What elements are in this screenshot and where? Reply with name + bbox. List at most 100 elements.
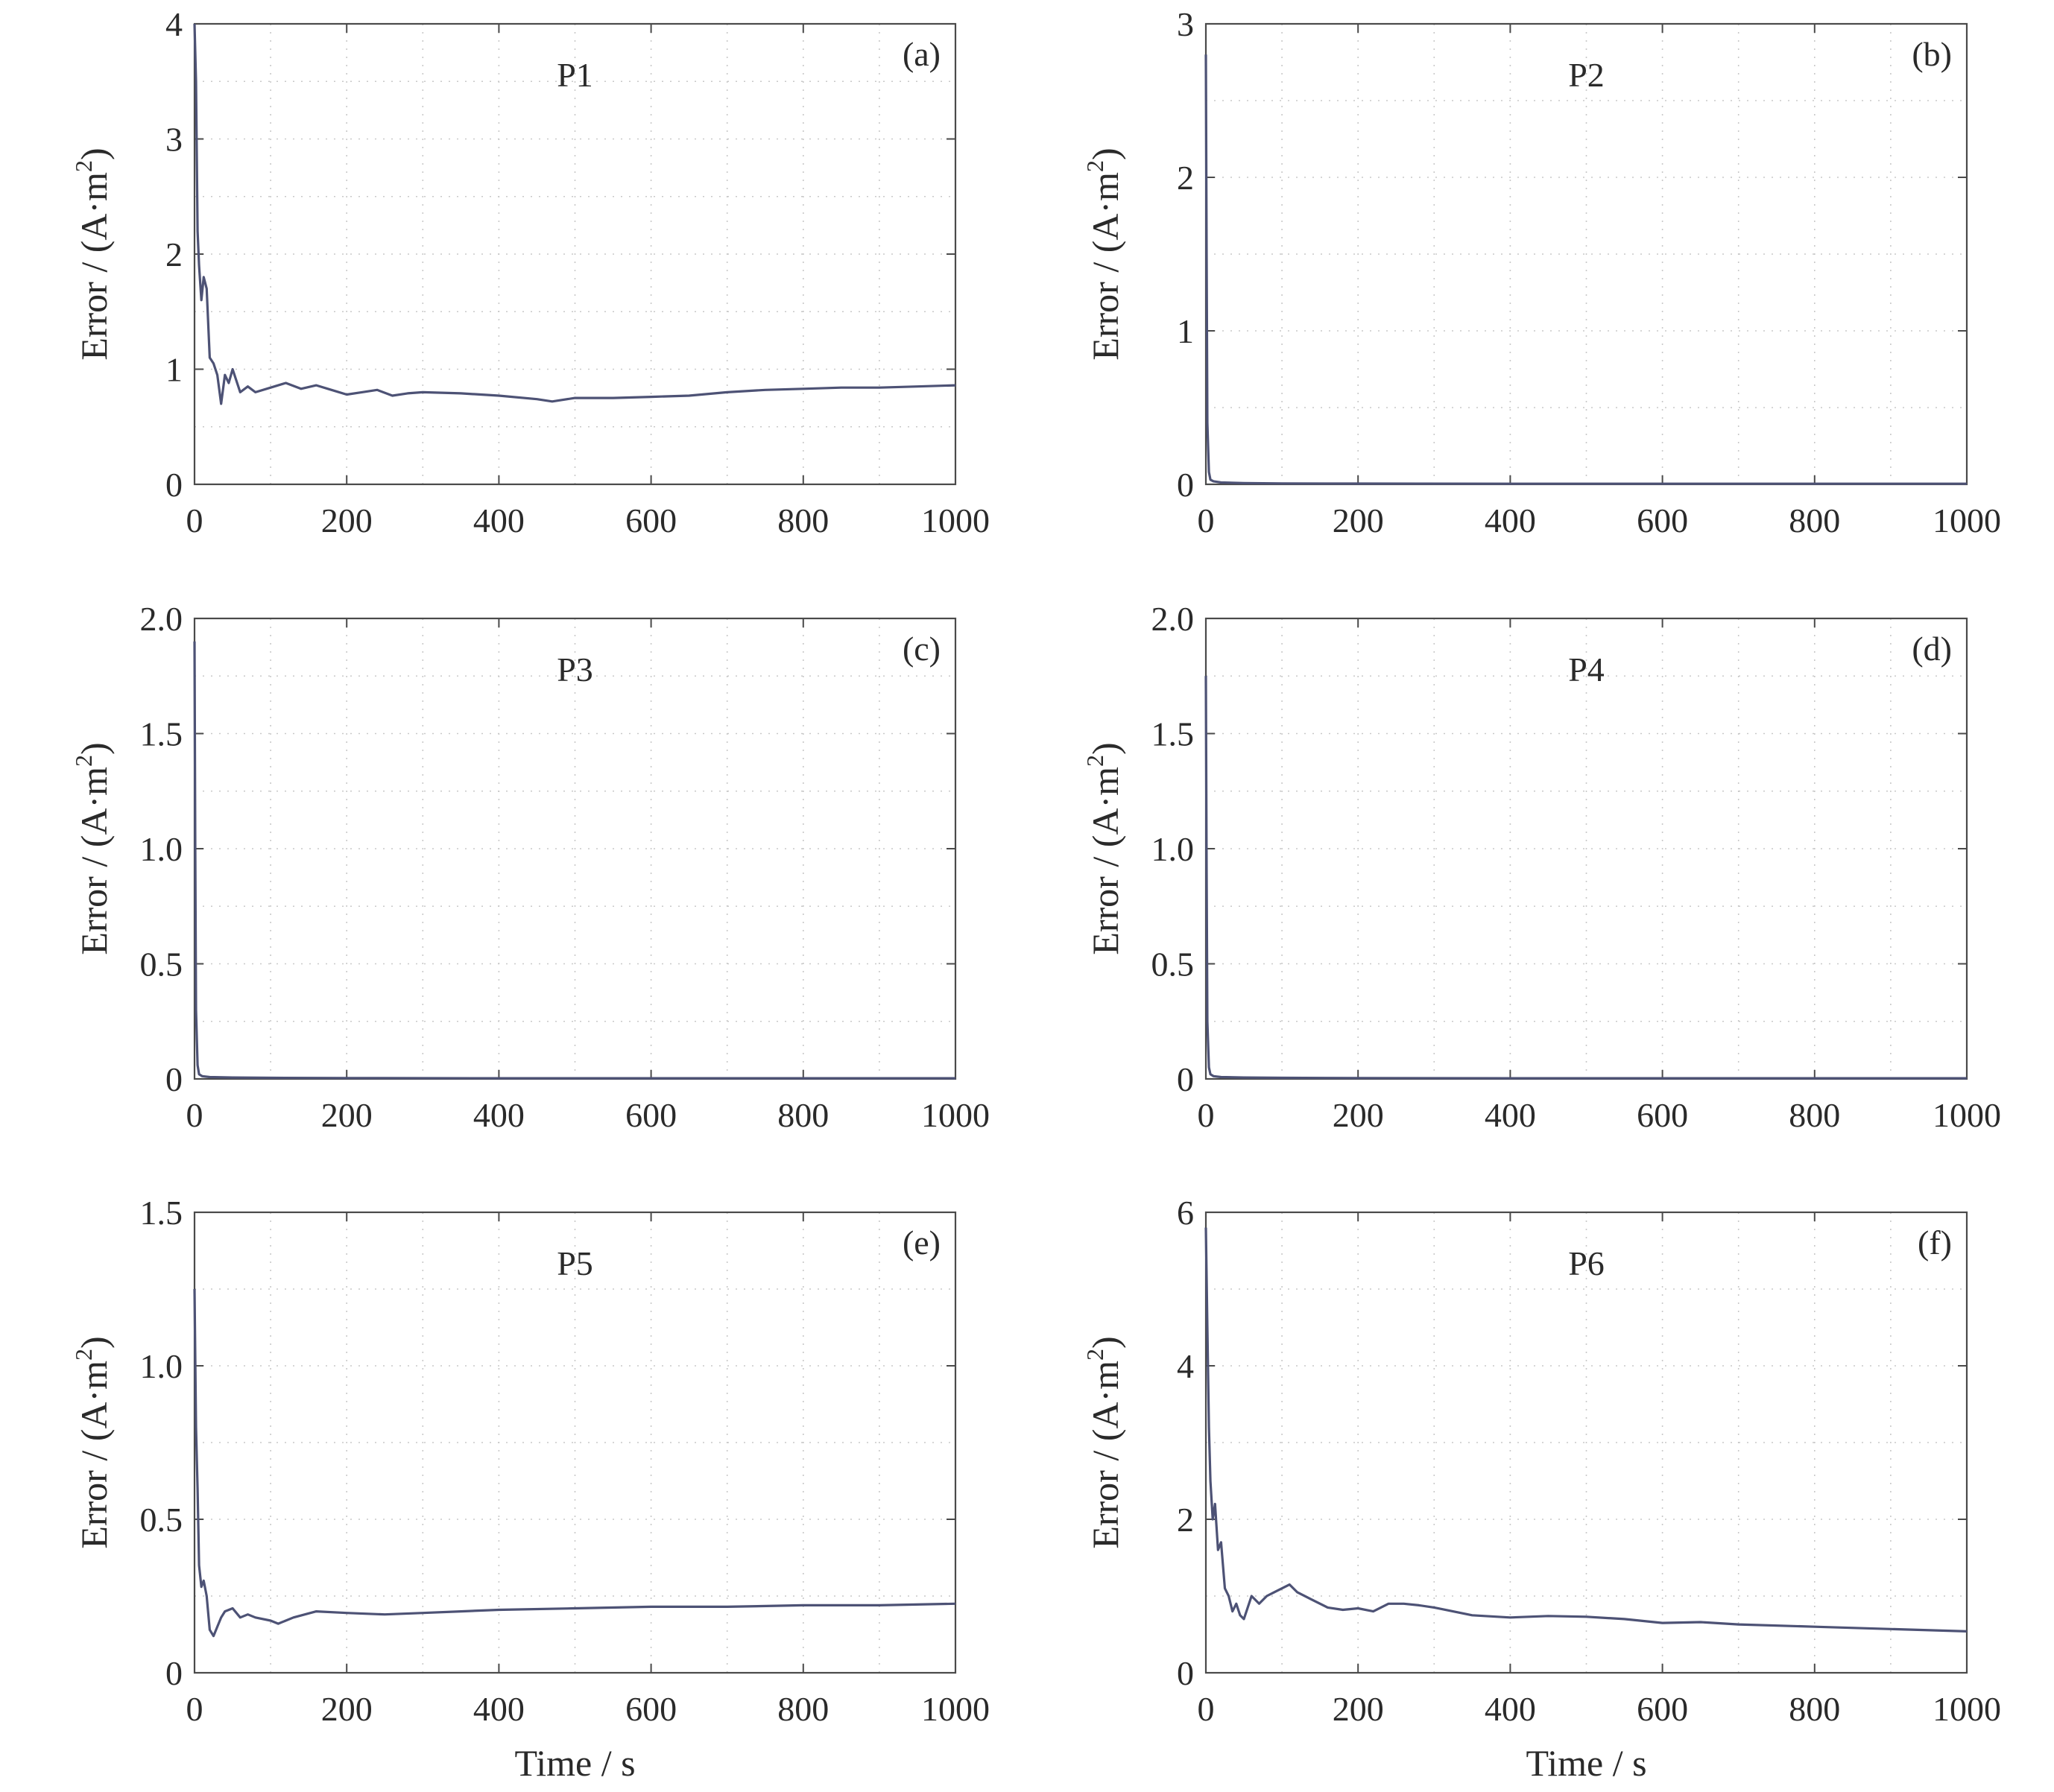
y-axis-label: Error / (A·m2) (70, 1336, 115, 1548)
x-tick-label: 200 (1333, 501, 1384, 539)
y-tick-label: 0 (165, 1654, 183, 1692)
panel-tag: (e) (903, 1223, 941, 1261)
x-tick-label: 800 (1789, 501, 1840, 539)
x-tick-label: 800 (777, 501, 829, 539)
y-tick-label: 0.5 (140, 946, 183, 984)
x-tick-label: 600 (1637, 501, 1688, 539)
series-line (1204, 676, 1967, 1080)
y-tick-label: 0.5 (1151, 946, 1195, 984)
y-tick-label: 3 (165, 121, 183, 159)
x-tick-label: 400 (473, 1096, 525, 1134)
grid (1206, 618, 1967, 1079)
y-tick-label: 1.5 (140, 715, 183, 753)
y-tick-label: 0 (165, 1060, 183, 1098)
panel-c: 0 200 400 600 800 1000 0 0.5 1.0 1.5 2.0 P3 (c) Error… (70, 600, 990, 1134)
y-axis-label: Error / (A·m2) (1081, 742, 1126, 954)
x-tick-label: 1000 (921, 501, 990, 539)
x-tick-label: 600 (1637, 1690, 1688, 1728)
x-tick-label: 400 (1485, 501, 1536, 539)
y-tick-label: 2.0 (140, 600, 183, 638)
x-tick-label: 0 (186, 1096, 203, 1134)
panel-title: P2 (1568, 56, 1605, 94)
x-tick-label: 200 (321, 1690, 373, 1728)
y-tick-label: 1.0 (1151, 830, 1195, 868)
y-tick-label: 1.5 (1151, 715, 1195, 753)
x-tick-label: 800 (1789, 1690, 1840, 1728)
y-tick-label: 0 (1177, 1654, 1194, 1692)
x-axis-label: Time / s (1526, 1742, 1646, 1784)
x-tick-label: 400 (1485, 1690, 1536, 1728)
x-tick-label: 800 (1789, 1096, 1840, 1134)
series-line (1204, 1227, 1968, 1633)
series-line (193, 1288, 956, 1638)
x-tick-label: 600 (625, 1096, 677, 1134)
series-line (1204, 54, 1967, 485)
y-tick-label: 4 (1177, 1347, 1194, 1385)
y-tick-label: 1 (1177, 312, 1194, 350)
grid (195, 618, 955, 1079)
x-tick-label: 600 (1637, 1096, 1688, 1134)
x-axis-label: Time / s (514, 1742, 635, 1784)
panel-title: P1 (557, 56, 593, 94)
x-tick-label: 200 (1333, 1690, 1384, 1728)
panel-d: 0 200 400 600 800 1000 0 0.5 1.0 1.5 2.0 P4 (d) Error… (1081, 600, 2001, 1134)
grid (1206, 24, 1967, 484)
grid (195, 1212, 955, 1673)
y-tick-label: 1.5 (140, 1194, 183, 1232)
panel-tag: (f) (1918, 1223, 1952, 1261)
panel-tag: (d) (1912, 630, 1952, 668)
y-tick-label: 2 (165, 235, 183, 273)
y-axis-label: Error / (A·m2) (1081, 148, 1126, 360)
y-tick-label: 2 (1177, 1501, 1194, 1539)
y-tick-label: 2.0 (1151, 600, 1195, 638)
panel-a: 0 200 400 600 800 1000 0 1 2 3 4 P1 (a) Error / (A·m2… (70, 5, 990, 539)
y-axis-label: Error / (A·m2) (1081, 1336, 1126, 1548)
grid (1206, 1212, 1967, 1673)
x-tick-label: 600 (625, 1690, 677, 1728)
x-tick-label: 200 (321, 1096, 373, 1134)
y-tick-label: 2 (1177, 159, 1194, 197)
panel-title: P4 (1568, 650, 1605, 688)
y-tick-label: 1 (165, 351, 183, 389)
x-tick-label: 1000 (1933, 1690, 2001, 1728)
y-tick-label: 1.0 (140, 1347, 183, 1385)
x-tick-label: 1000 (1933, 501, 2001, 539)
y-tick-label: 1.0 (140, 830, 183, 868)
plot-frame (193, 1211, 957, 1674)
panel-e: 0 200 400 600 800 1000 0 0.5 1.0 1.5 P5 (e) Error / … (70, 1194, 990, 1784)
y-tick-label: 0.5 (140, 1501, 183, 1539)
panel-title: P3 (557, 650, 593, 688)
panel-tag: (b) (1912, 35, 1952, 73)
plot-frame (1204, 1211, 1968, 1674)
x-tick-label: 800 (777, 1690, 829, 1728)
x-tick-label: 0 (186, 501, 203, 539)
series-line (193, 641, 955, 1080)
x-tick-label: 200 (321, 501, 373, 539)
x-tick-label: 800 (777, 1096, 829, 1134)
panel-tag: (c) (903, 630, 941, 668)
panel-title: P6 (1568, 1244, 1605, 1282)
x-tick-label: 0 (1198, 501, 1215, 539)
y-tick-label: 0 (1177, 1060, 1194, 1098)
y-tick-label: 6 (1177, 1194, 1194, 1232)
series-line (193, 23, 956, 405)
x-tick-label: 0 (186, 1690, 203, 1728)
panel-b: 0 200 400 600 800 1000 0 1 2 3 P2 (b) Error / (A·m2) (1081, 5, 2001, 539)
grid (195, 24, 955, 484)
y-axis-label: Error / (A·m2) (70, 742, 115, 954)
y-tick-label: 0 (165, 466, 183, 504)
panel-f: 0 200 400 600 800 1000 0 2 4 6 P6 (f) Error / (A·m2)… (1081, 1194, 2001, 1784)
x-tick-label: 1000 (1933, 1096, 2001, 1134)
y-tick-label: 4 (165, 5, 183, 43)
x-tick-label: 400 (473, 501, 525, 539)
panel-title: P5 (557, 1244, 593, 1282)
x-tick-label: 200 (1333, 1096, 1384, 1134)
x-tick-label: 1000 (921, 1690, 990, 1728)
x-tick-label: 0 (1198, 1096, 1215, 1134)
x-tick-label: 400 (1485, 1096, 1536, 1134)
y-tick-label: 3 (1177, 5, 1194, 43)
x-tick-label: 600 (625, 501, 677, 539)
x-tick-label: 1000 (921, 1096, 990, 1134)
panel-tag: (a) (903, 35, 941, 73)
